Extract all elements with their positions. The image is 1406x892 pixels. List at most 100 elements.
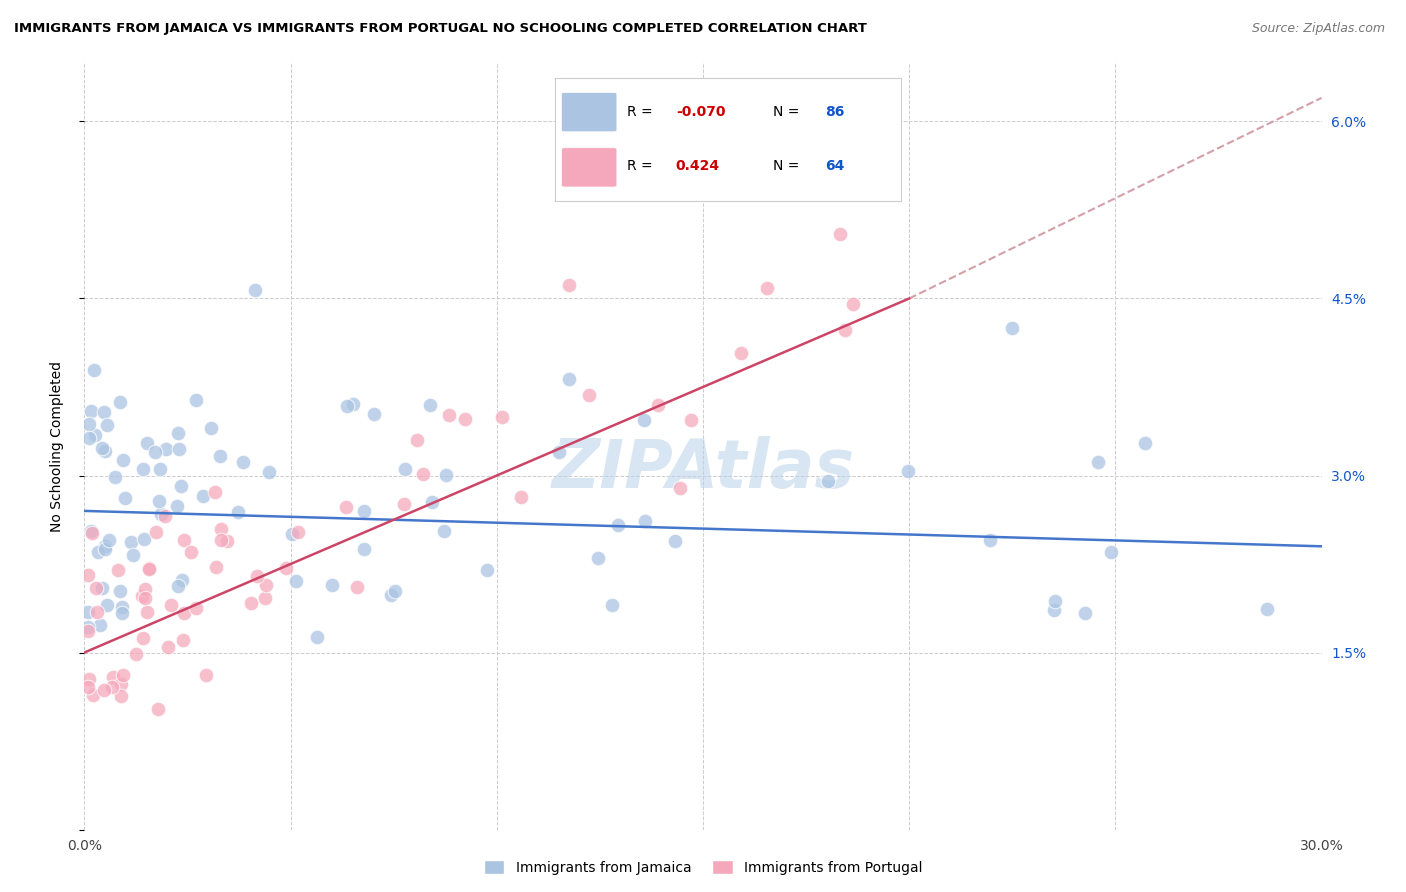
Point: [94, 443, 117, 458]
Point: [335, 500, 357, 514]
Point: [89, 617, 111, 632]
Point: [101, 671, 124, 685]
Point: [1043, 603, 1066, 617]
Point: [194, 667, 217, 681]
Point: [77, 417, 100, 432]
Point: [86, 606, 108, 620]
Point: [193, 489, 215, 503]
Point: [209, 449, 232, 463]
Point: [274, 561, 297, 575]
Point: [602, 598, 624, 612]
Point: [1087, 455, 1109, 469]
Point: [120, 534, 142, 549]
Point: [90, 441, 112, 455]
Point: [557, 372, 579, 386]
Text: IMMIGRANTS FROM JAMAICA VS IMMIGRANTS FROM PORTUGAL NO SCHOOLING COMPLETED CORRE: IMMIGRANTS FROM JAMAICA VS IMMIGRANTS FR…: [14, 22, 868, 36]
Point: [477, 563, 499, 577]
Point: [420, 495, 443, 509]
Point: [173, 533, 195, 548]
Point: [305, 630, 328, 644]
Point: [111, 599, 134, 614]
Point: [755, 281, 778, 295]
Point: [509, 491, 531, 505]
Point: [226, 505, 249, 519]
Point: [453, 412, 475, 426]
Point: [979, 533, 1001, 547]
Point: [108, 395, 131, 409]
Legend: Immigrants from Jamaica, Immigrants from Portugal: Immigrants from Jamaica, Immigrants from…: [478, 855, 928, 880]
Point: [167, 425, 190, 440]
Point: [558, 277, 581, 292]
Point: [896, 464, 918, 478]
Point: [200, 421, 222, 435]
Point: [80, 403, 103, 417]
Point: [160, 598, 183, 612]
Point: [1133, 436, 1156, 450]
Point: [204, 485, 226, 500]
Point: [149, 462, 172, 476]
Point: [647, 398, 669, 412]
Point: [1256, 602, 1278, 616]
Point: [110, 689, 132, 703]
Point: [491, 409, 513, 424]
Point: [346, 581, 368, 595]
Point: [131, 462, 153, 476]
Point: [167, 579, 190, 593]
Point: [209, 522, 232, 536]
Point: [634, 514, 657, 528]
Point: [257, 465, 280, 479]
Point: [135, 606, 157, 620]
Point: [107, 563, 129, 577]
Point: [215, 533, 238, 548]
Point: [77, 672, 100, 686]
Point: [108, 584, 131, 599]
Point: [111, 606, 134, 620]
Point: [834, 323, 856, 337]
Point: [384, 584, 406, 599]
Point: [114, 491, 136, 505]
Point: [77, 605, 100, 619]
Point: [143, 444, 166, 458]
Point: [132, 631, 155, 645]
Point: [681, 413, 703, 427]
Point: [1073, 606, 1095, 620]
Point: [588, 550, 610, 565]
Point: [77, 568, 100, 582]
Point: [173, 606, 195, 620]
Point: [77, 680, 100, 694]
Point: [134, 533, 156, 547]
Point: [155, 442, 177, 457]
Point: [184, 601, 207, 615]
Point: [121, 548, 143, 562]
Point: [148, 494, 170, 508]
Point: [353, 504, 375, 518]
Point: [246, 568, 269, 582]
Point: [633, 412, 655, 426]
Point: [1001, 320, 1024, 334]
Point: [134, 582, 156, 597]
Point: [157, 640, 180, 654]
Y-axis label: No Schooling Completed: No Schooling Completed: [49, 360, 63, 532]
Point: [134, 591, 156, 606]
Point: [101, 680, 124, 694]
Point: [80, 526, 103, 541]
Point: [94, 541, 117, 556]
Point: [77, 620, 100, 634]
Text: Source: ZipAtlas.com: Source: ZipAtlas.com: [1251, 22, 1385, 36]
Point: [209, 533, 232, 547]
Point: [205, 559, 228, 574]
Point: [380, 588, 402, 602]
Point: [342, 396, 364, 410]
Point: [138, 561, 160, 575]
Point: [186, 392, 208, 407]
Point: [285, 574, 308, 588]
Point: [83, 363, 105, 377]
Point: [254, 577, 277, 591]
Point: [353, 542, 375, 557]
Point: [84, 581, 107, 595]
Point: [111, 453, 134, 467]
Point: [243, 283, 266, 297]
Point: [112, 668, 135, 682]
Point: [77, 624, 100, 638]
Point: [730, 346, 752, 360]
